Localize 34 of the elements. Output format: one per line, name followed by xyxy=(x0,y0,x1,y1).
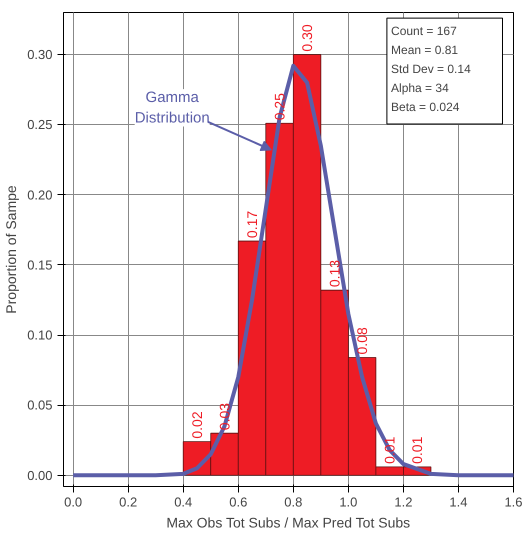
x-tick-label: 1.4 xyxy=(449,494,468,510)
annotation: Std Dev = 0.14 xyxy=(391,62,472,76)
x-tick-label: 0.4 xyxy=(174,494,192,510)
x-axis-title: Max Obs Tot Subs / Max Pred Tot Subs xyxy=(166,514,410,530)
x-tick-label: 0.0 xyxy=(64,494,82,510)
y-tick-label: 0.00 xyxy=(27,468,53,483)
x-tick-label: 1.2 xyxy=(394,494,412,510)
annotation: Count = 167 xyxy=(391,24,458,38)
data-label: 0.30 xyxy=(299,24,316,52)
data-label: 0.02 xyxy=(188,411,205,439)
data-label: 0.13 xyxy=(326,260,343,288)
annotation: Mean = 0.81 xyxy=(391,43,458,58)
y-tick-label: 0.30 xyxy=(27,47,53,62)
data-label: 0.01 xyxy=(382,436,398,464)
y-tick-label: 0.20 xyxy=(27,187,53,202)
annotation: Gamma Distribution xyxy=(134,89,210,127)
y-tick-label: 0.10 xyxy=(27,328,53,343)
line-series xyxy=(71,64,514,478)
y-tick-label: 0.05 xyxy=(27,398,53,413)
x-tick-label: 0.2 xyxy=(119,494,138,510)
data-label: 0.03 xyxy=(216,402,233,430)
x-tick-label: 0.8 xyxy=(284,494,302,510)
y-tick-label: 0.25 xyxy=(27,117,53,132)
data-label: 0.01 xyxy=(409,436,426,464)
y-axis-title: Proportion of Sampe xyxy=(3,185,20,314)
data-label: 0.08 xyxy=(354,327,370,354)
x-tick-label: 1.0 xyxy=(339,494,358,510)
annotation: Beta = 0.024 xyxy=(391,100,460,114)
data-label: 0.17 xyxy=(244,210,260,238)
x-tick-label: 1.6 xyxy=(504,494,523,510)
y-tick-label: 0.15 xyxy=(27,257,53,272)
annotation: Alpha = 34 xyxy=(391,80,450,95)
data-label: 0.25 xyxy=(272,92,288,120)
x-tick-label: 0.6 xyxy=(229,494,248,510)
